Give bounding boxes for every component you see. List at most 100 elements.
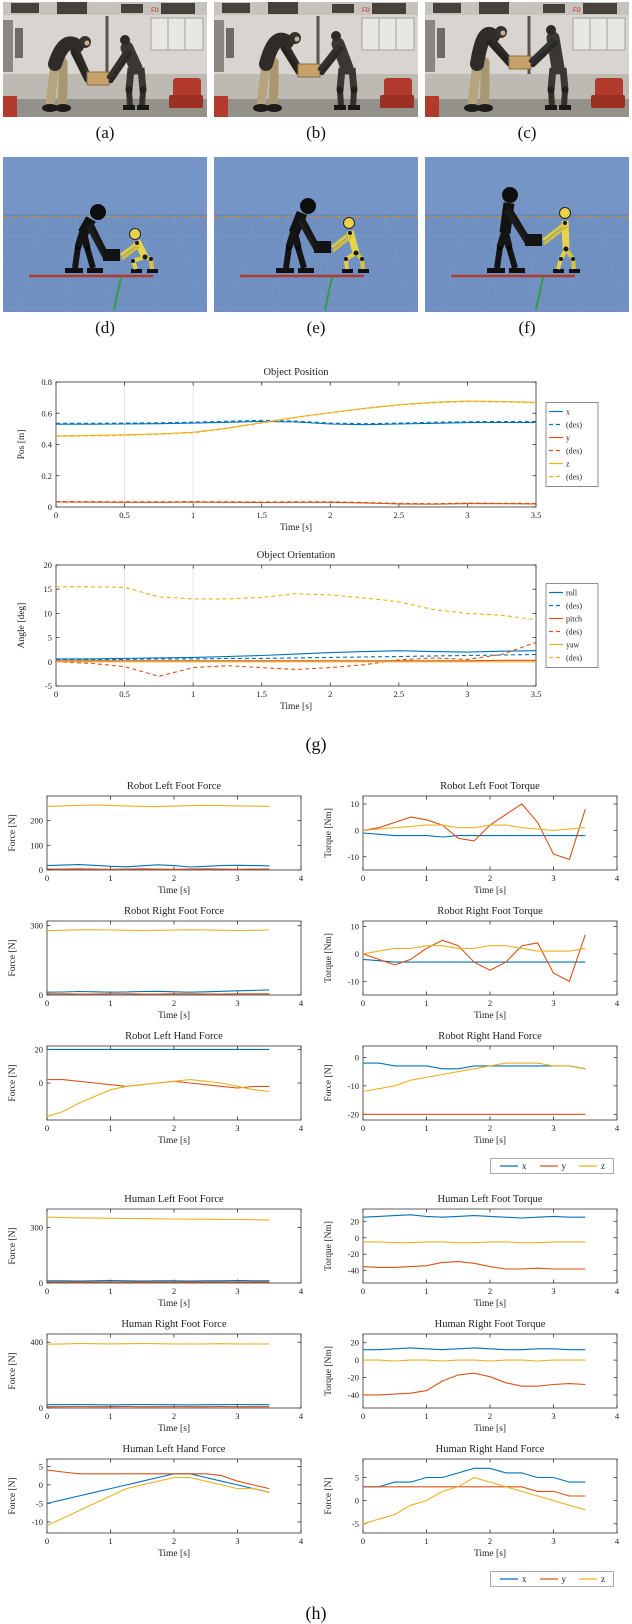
chart-human-left-foot-torque: 0 1 2 3 4 -40 -20 0 20 Human Left Foot Torque Time… [319,1194,629,1317]
svg-text:1: 1 [108,1286,112,1296]
svg-text:Robot Right Hand Force: Robot Right Hand Force [438,1031,542,1042]
svg-text:Object Position: Object Position [263,367,329,378]
svg-text:4: 4 [299,998,304,1008]
svg-text:Pos [m]: Pos [m] [17,430,27,460]
svg-text:-10: -10 [348,852,359,862]
svg-text:3: 3 [235,1411,239,1421]
svg-text:0.8: 0.8 [41,377,52,387]
svg-text:Time [s]: Time [s] [474,1011,506,1021]
svg-text:0: 0 [48,502,52,512]
svg-text:1: 1 [424,1411,428,1421]
svg-text:1: 1 [424,1286,428,1296]
svg-text:Time [s]: Time [s] [474,886,506,896]
svg-text:400: 400 [30,1337,43,1347]
simulation-view-e [214,157,418,312]
svg-text:2: 2 [488,1411,492,1421]
svg-text:0.5: 0.5 [119,689,130,699]
svg-text:-40: -40 [348,1266,359,1276]
svg-text:-20: -20 [348,1249,359,1259]
subfig-label-g: (g) [305,734,327,754]
chart-robot-right-foot-torque: 0 1 2 3 4 -10 0 10 Robot Right Foot Torque Time [… [319,906,629,1029]
legend-entry-z: z [579,1574,605,1584]
svg-text:(des): (des) [566,472,582,481]
svg-text:20: 20 [351,1216,360,1226]
svg-text:3.5: 3.5 [531,510,542,520]
svg-text:Time [s]: Time [s] [158,1424,190,1434]
svg-text:0: 0 [361,1286,365,1296]
svg-text:0: 0 [355,1496,359,1506]
subfigure-d: (d) [3,157,207,336]
svg-text:Force [N]: Force [N] [8,1227,18,1264]
svg-text:-40: -40 [348,1390,359,1400]
svg-text:(des): (des) [566,446,582,455]
svg-text:4: 4 [299,1286,304,1296]
chart-robot-right-foot-force: 0 1 2 3 4 0 300 Robot Right Foot Force Time [s] F… [3,906,313,1029]
svg-text:2: 2 [488,873,492,883]
svg-text:1: 1 [108,873,112,883]
svg-text:20: 20 [35,1044,44,1054]
svg-text:10: 10 [351,799,360,809]
svg-text:0: 0 [39,1403,43,1413]
experiment-photo-a: FD [3,2,207,117]
legend-entry-z: z [579,1161,605,1171]
svg-text:0: 0 [355,949,359,959]
svg-text:3: 3 [551,1536,555,1546]
svg-text:5: 5 [355,1473,359,1483]
svg-text:10: 10 [44,608,53,618]
svg-text:Object Orientation: Object Orientation [257,550,336,561]
experiment-photo-c: FD [425,2,629,117]
svg-text:yaw: yaw [566,640,580,649]
svg-text:20: 20 [351,1338,360,1348]
svg-text:0.5: 0.5 [119,510,130,520]
svg-text:y: y [566,433,570,442]
svg-text:4: 4 [299,1411,304,1421]
svg-text:Human Left Hand Force: Human Left Hand Force [123,1444,226,1455]
svg-text:Human Right Foot Force: Human Right Foot Force [121,1319,227,1330]
svg-text:3: 3 [235,998,239,1008]
svg-text:3: 3 [235,1536,239,1546]
svg-text:Force [N]: Force [N] [8,939,18,976]
svg-text:3: 3 [465,689,469,699]
svg-text:Time [s]: Time [s] [158,886,190,896]
simulation-view-d [3,157,207,312]
svg-text:Time [s]: Time [s] [474,1549,506,1559]
svg-text:0: 0 [45,1411,49,1421]
svg-text:0: 0 [361,1411,365,1421]
svg-text:3: 3 [551,998,555,1008]
legend-entry-y: y [539,1574,566,1584]
svg-text:1: 1 [108,1536,112,1546]
svg-text:300: 300 [30,921,43,931]
svg-text:-20: -20 [348,1109,359,1119]
svg-text:10: 10 [351,921,360,931]
svg-text:300: 300 [30,1223,43,1233]
svg-text:Robot Right Foot Force: Robot Right Foot Force [124,906,224,917]
svg-text:-10: -10 [348,1081,359,1091]
svg-text:3: 3 [551,1411,555,1421]
svg-text:2: 2 [172,1411,176,1421]
chart-robot-left-foot-torque: 0 1 2 3 4 -10 0 10 Robot Left Foot Torque Time [s… [319,781,629,904]
svg-text:Time [s]: Time [s] [158,1136,190,1146]
subfigure-e: (e) [214,157,418,336]
svg-text:2: 2 [488,1123,492,1133]
subfig-label-h: (h) [305,1603,327,1623]
svg-text:4: 4 [299,1123,304,1133]
svg-text:0: 0 [355,1233,359,1243]
svg-text:2: 2 [172,1536,176,1546]
svg-text:Human Left Foot Torque: Human Left Foot Torque [438,1194,543,1205]
svg-text:Time [s]: Time [s] [474,1136,506,1146]
subfig-label-d: (d) [95,318,115,337]
chart-human-right-hand-force: 0 1 2 3 4 -5 0 5 Human Right Hand Force Time [s] F… [319,1444,629,1567]
svg-text:0: 0 [39,990,43,1000]
svg-text:4: 4 [615,1123,620,1133]
subfig-label-a: (a) [95,123,115,142]
subfigure-f: (f) [425,157,629,336]
xyz-legend-robot: x y z [490,1158,614,1174]
svg-text:x: x [566,407,570,416]
svg-text:0: 0 [361,1536,365,1546]
svg-text:-10: -10 [348,976,359,986]
subfigure-b: FD (b) [214,2,418,141]
svg-text:1: 1 [108,998,112,1008]
svg-text:-5: -5 [45,681,52,691]
svg-text:4: 4 [615,1536,620,1546]
chart-human-right-foot-torque: 0 1 2 3 4 -40 -20 0 20 Human Right Foot Torque Tim… [319,1319,629,1442]
